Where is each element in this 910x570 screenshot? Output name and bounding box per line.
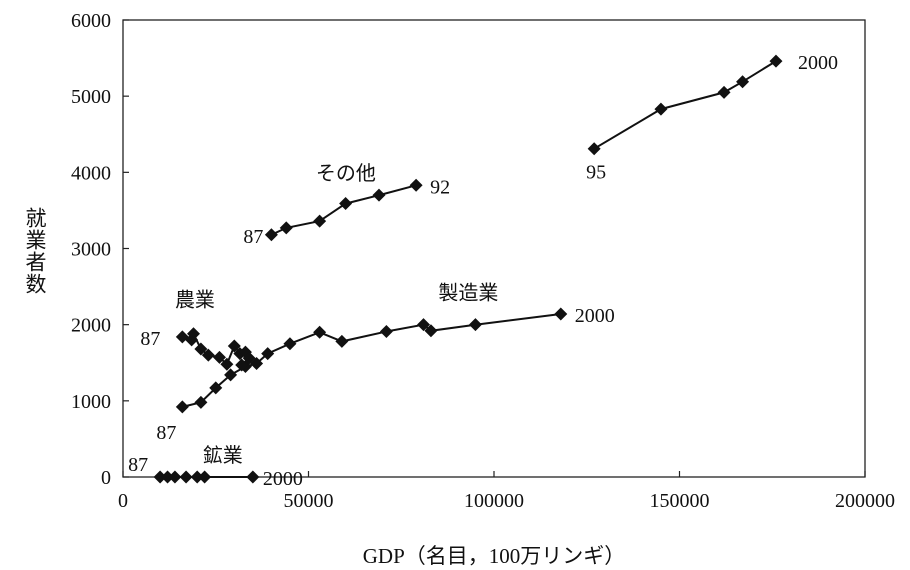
series-start-label: 87 xyxy=(128,454,148,476)
data-point xyxy=(654,103,667,116)
y-tick-label: 2000 xyxy=(71,315,111,337)
data-point xyxy=(588,142,601,155)
series-name-label: 製造業 xyxy=(438,282,498,305)
data-point xyxy=(335,335,348,348)
y-tick-label: 0 xyxy=(101,467,111,489)
series-line xyxy=(271,185,416,235)
series-line xyxy=(594,61,776,149)
data-point xyxy=(313,326,326,339)
data-point xyxy=(246,471,259,484)
series-name-label: 農業 xyxy=(175,288,215,311)
data-point xyxy=(176,400,189,413)
series-name-label: その他 xyxy=(316,162,376,185)
series-start-label: 87 xyxy=(156,422,176,444)
series-end-label: 2000 xyxy=(575,305,615,327)
y-tick-label: 3000 xyxy=(71,239,111,261)
series-end-label: 92 xyxy=(430,176,450,198)
data-point xyxy=(410,179,423,192)
x-tick-label: 50000 xyxy=(284,490,334,512)
data-point xyxy=(469,318,482,331)
data-point xyxy=(718,86,731,99)
y-tick-label: 5000 xyxy=(71,86,111,108)
x-axis-label: GDP（名目，100万リンギ） xyxy=(363,544,626,568)
series-end-label: 2000 xyxy=(263,468,303,490)
x-tick-label: 200000 xyxy=(835,490,895,512)
series-markers xyxy=(154,55,783,484)
y-axis-label: 就業者数 xyxy=(26,207,47,297)
x-tick-label: 150000 xyxy=(650,490,710,512)
series-start-label: 87 xyxy=(140,328,160,350)
data-point xyxy=(372,189,385,202)
data-point xyxy=(198,471,211,484)
y-tick-label: 1000 xyxy=(71,391,111,413)
x-tick-label: 0 xyxy=(118,490,128,512)
data-point xyxy=(554,308,567,321)
series-start-label: 87 xyxy=(243,226,263,248)
series-line xyxy=(182,314,560,407)
data-point xyxy=(769,55,782,68)
plot-area xyxy=(123,20,865,477)
data-point xyxy=(265,228,278,241)
data-point xyxy=(180,471,193,484)
data-point xyxy=(339,197,352,210)
series-annotations: その他 87 92 95 2000 製造業 87 2000 農業 87 鉱業 87 2000 xyxy=(128,52,838,490)
data-point xyxy=(380,325,393,338)
y-tick-label: 6000 xyxy=(71,10,111,32)
series-lines xyxy=(160,61,776,477)
data-point xyxy=(168,471,181,484)
axes: 0 50000 100000 150000 200000 0 1000 2000 3000 400… xyxy=(71,10,895,512)
series-name-label: 鉱業 xyxy=(203,444,243,467)
series-end-label: 2000 xyxy=(798,52,838,74)
data-point xyxy=(280,221,293,234)
data-point xyxy=(736,75,749,88)
data-point xyxy=(313,215,326,228)
y-tick-label: 4000 xyxy=(71,162,111,184)
x-tick-label: 100000 xyxy=(464,490,524,512)
data-point xyxy=(283,337,296,350)
series-start-label: 95 xyxy=(586,162,606,184)
